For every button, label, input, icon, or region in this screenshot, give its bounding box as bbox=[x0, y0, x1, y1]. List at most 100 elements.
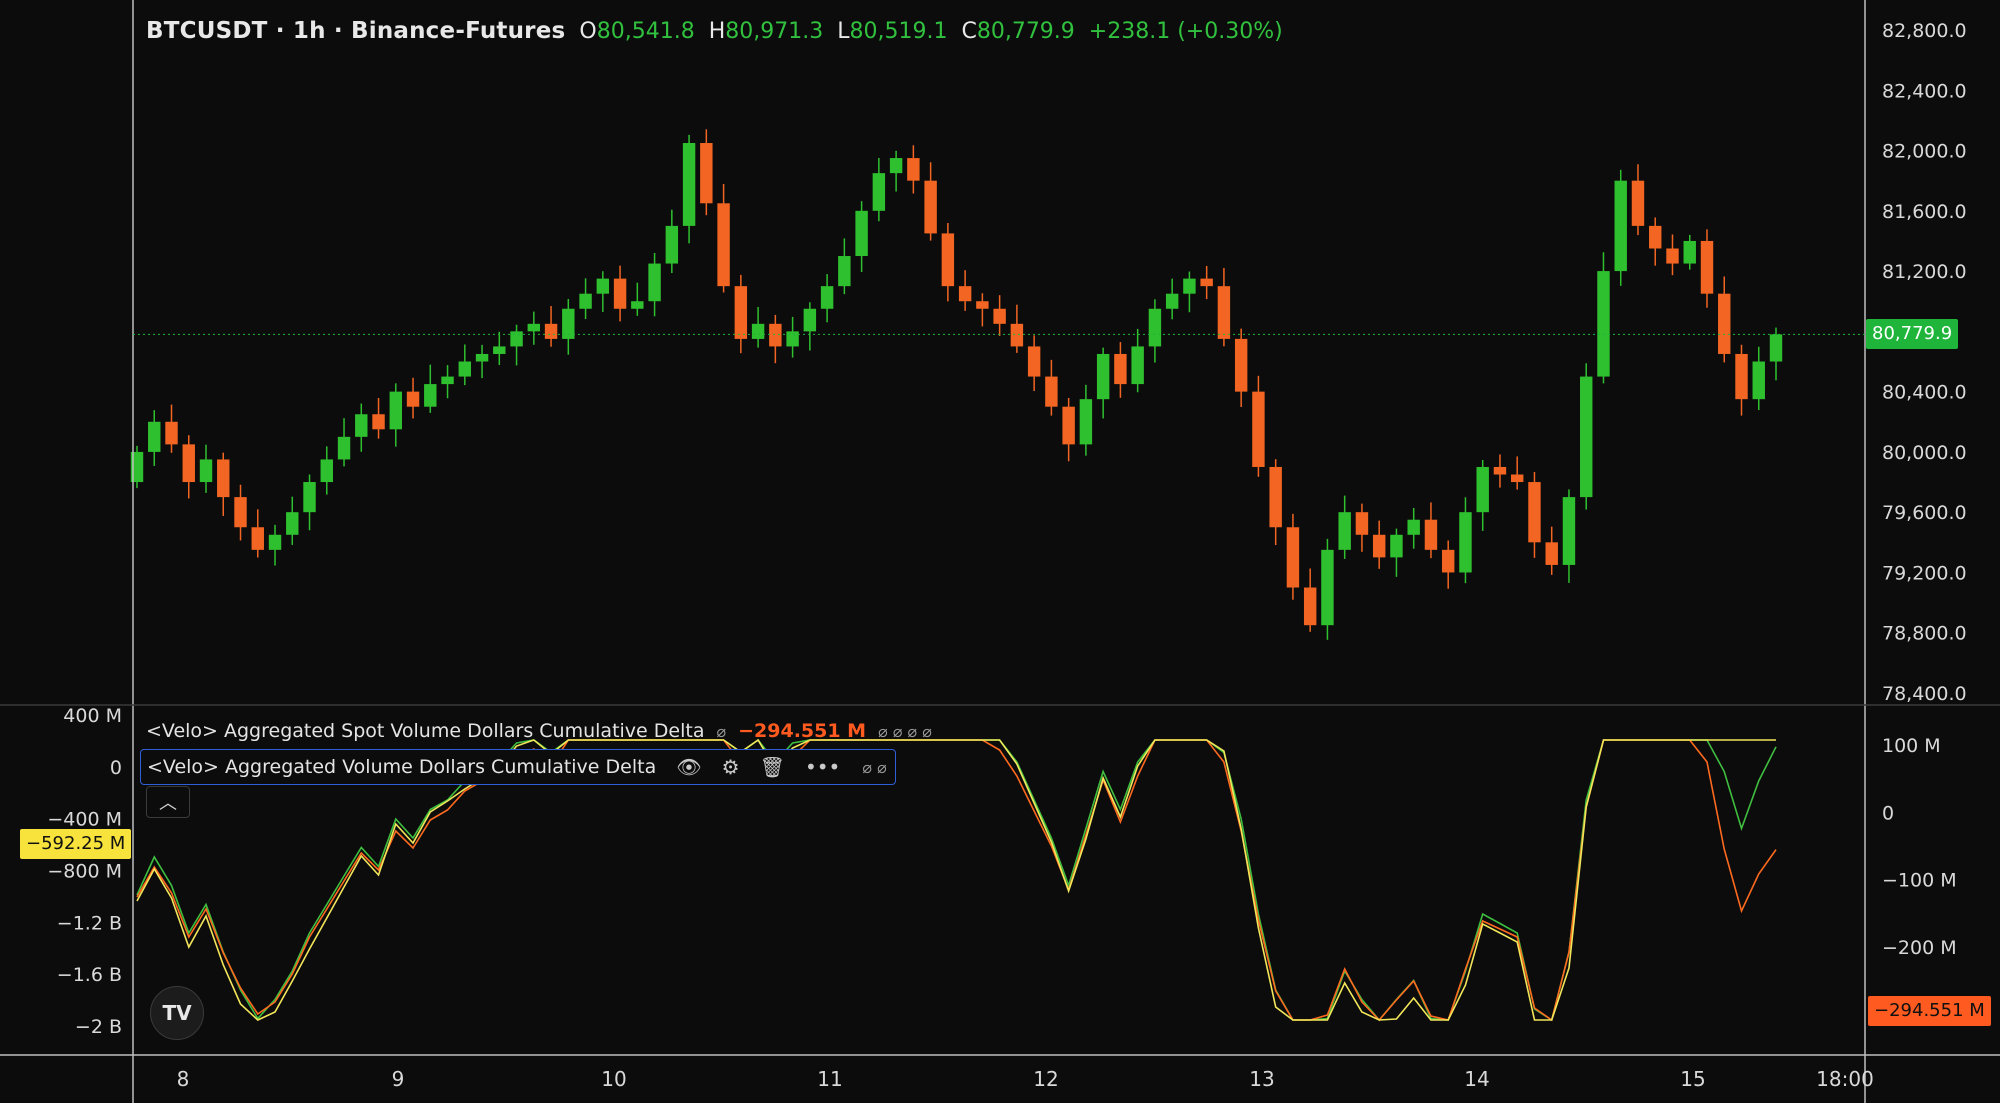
candle-body bbox=[769, 323, 782, 347]
hidden-value-icon: ⌀ bbox=[716, 721, 727, 741]
spot-cvd-current-label: −294.551 M bbox=[1868, 996, 1991, 1026]
collapse-button[interactable]: ︿ bbox=[146, 786, 190, 818]
price-tick-label: 78,800.0 bbox=[1882, 623, 1967, 645]
candle-body bbox=[1338, 512, 1351, 550]
price-tick-label: 81,600.0 bbox=[1882, 201, 1967, 223]
candle-body bbox=[303, 482, 316, 513]
agg-cvd-current-label: −592.25 M bbox=[20, 829, 132, 859]
cvd-lines-layer bbox=[136, 738, 1777, 1022]
left-tick-label: −800 M bbox=[47, 861, 122, 883]
candle-body bbox=[1424, 519, 1438, 550]
left-tick-label: −1.2 B bbox=[57, 912, 122, 934]
price-tick-label: 82,400.0 bbox=[1882, 80, 1967, 102]
candle-body bbox=[1597, 271, 1610, 377]
candle-body bbox=[458, 361, 472, 377]
candle-body bbox=[389, 391, 403, 430]
candle-body bbox=[1355, 512, 1369, 535]
agg-cvd-line bbox=[136, 738, 1776, 1021]
candle-body bbox=[1010, 323, 1024, 347]
candle-body bbox=[786, 331, 799, 347]
candle-body bbox=[1390, 534, 1403, 558]
symbol-title[interactable]: BTCUSDT · 1h · Binance-Futures bbox=[146, 18, 566, 44]
hidden-value-icon: ⌀ ⌀ bbox=[862, 757, 887, 777]
time-tick-label: 13 bbox=[1249, 1067, 1274, 1091]
candle-body bbox=[1079, 399, 1093, 445]
candle-body bbox=[648, 263, 661, 302]
candle-body bbox=[838, 256, 851, 287]
open-key: O bbox=[579, 18, 597, 44]
candle-body bbox=[217, 459, 230, 498]
candle-body bbox=[493, 346, 506, 354]
candle-body bbox=[631, 301, 644, 309]
time-tick-label: 11 bbox=[817, 1067, 842, 1091]
candle-body bbox=[182, 444, 195, 483]
candle-body bbox=[1666, 248, 1679, 264]
candle-body bbox=[1096, 353, 1110, 400]
candle-body bbox=[1252, 391, 1265, 467]
candle-body bbox=[1649, 225, 1662, 249]
price-tick-label: 78,400.0 bbox=[1882, 683, 1967, 705]
right-lower-tick-label: 0 bbox=[1882, 802, 1894, 824]
eye-icon[interactable]: 👁 bbox=[676, 755, 702, 779]
candle-body bbox=[355, 414, 368, 437]
more-icon[interactable]: ••• bbox=[804, 755, 841, 779]
candle-body bbox=[406, 391, 420, 407]
trash-icon[interactable]: 🗑 bbox=[759, 755, 785, 779]
price-tick-label: 81,200.0 bbox=[1882, 261, 1967, 283]
candle-body bbox=[510, 331, 523, 347]
candle-body bbox=[1303, 587, 1317, 626]
candle-body bbox=[424, 384, 437, 407]
candle-body bbox=[1234, 338, 1248, 392]
time-tick-label: 12 bbox=[1033, 1067, 1058, 1091]
candle-body bbox=[1217, 286, 1231, 339]
candle-body bbox=[1545, 542, 1558, 565]
candle-body bbox=[717, 203, 730, 287]
candle-body bbox=[1372, 534, 1386, 558]
price-tick-label: 82,800.0 bbox=[1882, 20, 1967, 42]
agg-cvd-legend[interactable]: <Velo> Aggregated Volume Dollars Cumulat… bbox=[140, 749, 896, 785]
close-value: 80,779.9 bbox=[976, 18, 1075, 44]
candle-body bbox=[734, 286, 748, 339]
candle-body bbox=[320, 459, 333, 483]
candle-body bbox=[130, 451, 144, 483]
tradingview-logo[interactable]: TV bbox=[150, 986, 204, 1040]
candle-body bbox=[924, 180, 937, 234]
right-lower-tick-label: −100 M bbox=[1882, 870, 1957, 892]
candle-body bbox=[286, 512, 299, 535]
time-tick-label: 8 bbox=[177, 1067, 190, 1091]
candle-body bbox=[441, 376, 454, 385]
candle-body bbox=[1769, 334, 1783, 362]
candle-body bbox=[803, 308, 817, 332]
close-key: C bbox=[961, 18, 977, 44]
candle-body bbox=[1683, 240, 1696, 264]
candle-body bbox=[1045, 376, 1058, 407]
candle-body bbox=[751, 323, 765, 339]
low-value: 80,519.1 bbox=[849, 18, 948, 44]
candle-body bbox=[596, 278, 610, 294]
high-value: 80,971.3 bbox=[725, 18, 824, 44]
hidden-value-icon: ⌀ ⌀ ⌀ ⌀ bbox=[878, 721, 932, 741]
time-tick-label: 18:00 bbox=[1816, 1067, 1874, 1091]
spot-cvd-legend[interactable]: <Velo> Aggregated Spot Volume Dollars Cu… bbox=[146, 716, 932, 746]
symbol-header: BTCUSDT · 1h · Binance-Futures O80,541.8… bbox=[146, 16, 1283, 46]
candle-body bbox=[976, 301, 989, 309]
candle-body bbox=[1321, 549, 1334, 626]
candle-body bbox=[1131, 346, 1144, 385]
candle-body bbox=[1718, 293, 1731, 354]
candle-body bbox=[165, 421, 178, 445]
candle-body bbox=[1562, 497, 1576, 565]
time-tick-label: 10 bbox=[601, 1067, 626, 1091]
candle-body bbox=[562, 308, 575, 339]
candle-body bbox=[1735, 353, 1748, 400]
time-tick-label: 9 bbox=[392, 1067, 405, 1091]
candle-body bbox=[1183, 278, 1196, 294]
high-key: H bbox=[708, 18, 726, 44]
candle-body bbox=[337, 436, 351, 460]
settings-icon[interactable]: ⚙ bbox=[721, 755, 740, 779]
candle-body bbox=[1700, 240, 1714, 294]
candle-body bbox=[475, 353, 489, 362]
candle-body bbox=[268, 534, 282, 550]
candle-body bbox=[251, 527, 264, 550]
candle-body bbox=[1580, 376, 1593, 498]
